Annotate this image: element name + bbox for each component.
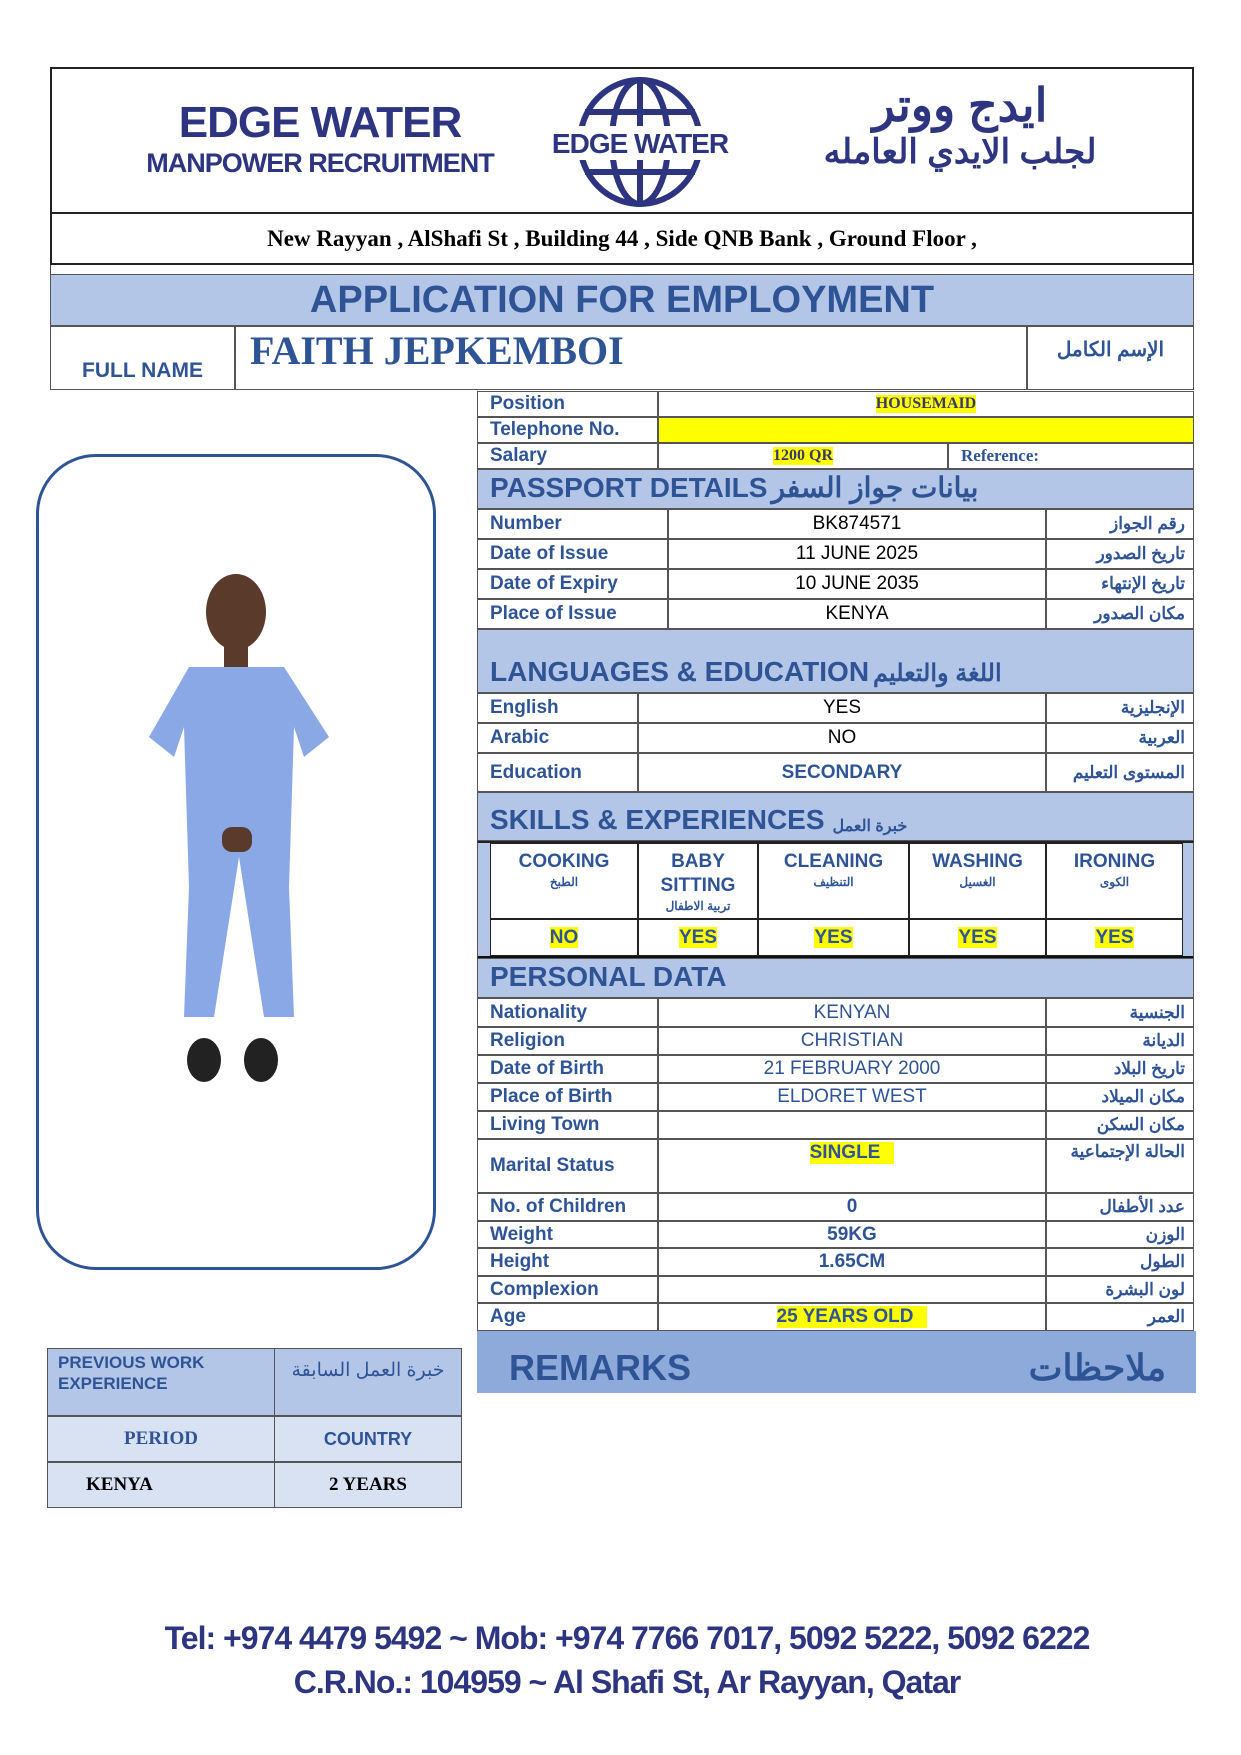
personal-label: Weight (477, 1221, 658, 1248)
personal-label: Marital Status (477, 1139, 658, 1193)
languages-header: LANGUAGES & EDUCATION اللغة والتعليم (477, 629, 1194, 693)
personal-label: No. of Children (477, 1193, 658, 1221)
language-label-ar: الإنجليزية (1046, 693, 1194, 723)
personal-label-ar: الحالة الإجتماعية (1046, 1139, 1194, 1193)
language-label: English (477, 693, 638, 723)
position-label: Position (477, 391, 658, 417)
footer-contact: Tel: +974 4479 5492 ~ Mob: +974 7766 701… (164, 1620, 1091, 1656)
remarks-label: REMARKS (509, 1347, 692, 1388)
personal-value: 59KG (658, 1221, 1046, 1248)
skill-value: YES (638, 919, 758, 956)
personal-label: Religion (477, 1027, 658, 1055)
telephone-label: Telephone No. (477, 417, 658, 443)
personal-value: 0 (658, 1193, 1046, 1221)
personal-value: CHRISTIAN (658, 1027, 1046, 1055)
personal-value: ELDORET WEST (658, 1083, 1046, 1111)
skill-washing: WASHING الغسيل (909, 843, 1046, 919)
personal-value (658, 1276, 1046, 1303)
personal-label-ar: الطول (1046, 1248, 1194, 1276)
personal-label: Date of Birth (477, 1055, 658, 1083)
prev-work-col-period: PERIOD (47, 1416, 275, 1462)
personal-value: SINGLE (658, 1139, 1046, 1193)
passport-label: Place of Issue (477, 599, 668, 629)
skill-value: YES (1046, 919, 1183, 956)
personal-label-ar: الوزن (1046, 1221, 1194, 1248)
logo-english: EDGE WATER MANPOWER RECRUITMENT (146, 98, 494, 178)
prev-work-title-ar: خبرة العمل السابقة (274, 1348, 462, 1416)
language-label: Education (477, 753, 638, 792)
personal-label-ar: لون البشرة (1046, 1276, 1194, 1303)
prev-work-title: PREVIOUS WORK EXPERIENCE (47, 1348, 275, 1416)
passport-label-ar: رقم الجواز (1046, 509, 1194, 539)
personal-label-ar: مكان الميلاد (1046, 1083, 1194, 1111)
footer-address: C.R.No.: 104959 ~ Al Shafi St, Ar Rayyan… (293, 1664, 961, 1700)
skill-value: YES (758, 919, 909, 956)
skill-value: YES (909, 919, 1046, 956)
telephone-value (658, 417, 1194, 443)
remarks-section: REMARKS ملاحظات (477, 1331, 1196, 1393)
applicant-photo (149, 574, 329, 1082)
prev-work-row-col2: 2 YEARS (274, 1462, 462, 1508)
personal-label-ar: الديانة (1046, 1027, 1194, 1055)
photo-frame (36, 454, 436, 1270)
personal-value: KENYAN (658, 998, 1046, 1027)
remarks-label-ar: ملاحظات (1028, 1347, 1166, 1388)
language-label-ar: المستوى التعليم (1046, 753, 1194, 792)
personal-label-ar: مكان السكن (1046, 1111, 1194, 1139)
page-title: APPLICATION FOR EMPLOYMENT (50, 274, 1194, 326)
skill-cleaning: CLEANING التنظيف (758, 843, 909, 919)
position-value: HOUSEMAID (658, 391, 1194, 417)
passport-value: 10 JUNE 2035 (668, 569, 1046, 599)
skill-value: NO (490, 919, 638, 956)
personal-label-ar: عدد الأطفال (1046, 1193, 1194, 1221)
personal-label: Height (477, 1248, 658, 1276)
full-name-value: FAITH JEPKEMBOI (235, 326, 1027, 390)
salary-value: 1200 QR (658, 443, 948, 469)
skill-cooking: COOKING الطبخ (490, 843, 638, 919)
skills-header: SKILLS & EXPERIENCES خبرة العمل (477, 792, 1194, 841)
passport-label: Date of Expiry (477, 569, 668, 599)
passport-value: KENYA (668, 599, 1046, 629)
prev-work-row-col1: KENYA (47, 1462, 275, 1508)
passport-label-ar: تاريخ الإنتهاء (1046, 569, 1194, 599)
passport-value: 11 JUNE 2025 (668, 539, 1046, 569)
personal-value: 1.65CM (658, 1248, 1046, 1276)
personal-data-header: PERSONAL DATA (477, 958, 1194, 998)
language-value: NO (638, 723, 1046, 753)
full-name-label-ar: الإسم الكامل (1027, 326, 1194, 390)
personal-label: Complexion (477, 1276, 658, 1303)
address: New Rayyan , AlShafi St , Building 44 , … (50, 212, 1194, 265)
personal-label: Nationality (477, 998, 658, 1027)
passport-label: Date of Issue (477, 539, 668, 569)
full-name-label: FULL NAME (50, 326, 235, 390)
prev-work-col-country: COUNTRY (274, 1416, 462, 1462)
skill-ironing: IRONING الكوى (1046, 843, 1183, 919)
letterhead (50, 67, 1194, 213)
passport-label: Number (477, 509, 668, 539)
passport-header: PASSPORT DETAILS بيانات جواز السفر (477, 469, 1194, 509)
language-label: Arabic (477, 723, 638, 753)
personal-label: Place of Birth (477, 1083, 658, 1111)
personal-value: 25 YEARS OLD (658, 1303, 1046, 1331)
personal-label-ar: العمر (1046, 1303, 1194, 1331)
salary-label: Salary (477, 443, 658, 469)
skill-baby-sitting: BABY SITTING تربية الاطفال (638, 843, 758, 919)
language-label-ar: العربية (1046, 723, 1194, 753)
passport-label-ar: تاريخ الصدور (1046, 539, 1194, 569)
reference-label: Reference: (948, 443, 1194, 469)
passport-value: BK874571 (668, 509, 1046, 539)
logo-arabic: ايدج ووتر لجلب الايدي العامله (823, 79, 1097, 171)
personal-label-ar: الجنسية (1046, 998, 1194, 1027)
personal-label: Living Town (477, 1111, 658, 1139)
globe-logo-icon: EDGE WATER (545, 76, 735, 208)
personal-value: 21 FEBRUARY 2000 (658, 1055, 1046, 1083)
language-value: SECONDARY (638, 753, 1046, 792)
language-value: YES (638, 693, 1046, 723)
personal-label: Age (477, 1303, 658, 1331)
passport-label-ar: مكان الصدور (1046, 599, 1194, 629)
personal-value (658, 1111, 1046, 1139)
personal-label-ar: تاريخ البلاد (1046, 1055, 1194, 1083)
